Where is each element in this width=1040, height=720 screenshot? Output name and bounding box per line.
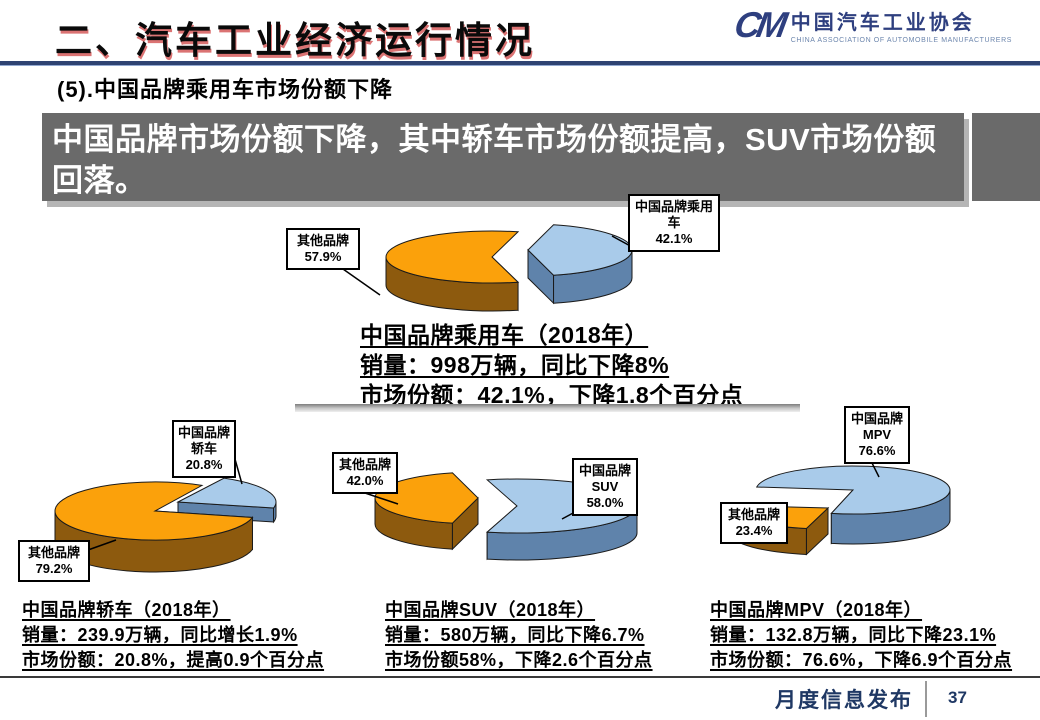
chart-stat-line: 销量：998万辆，同比下降8% — [360, 352, 670, 378]
slice-percent: 42.0% — [346, 473, 384, 488]
slice-callout-mpv-1: 其他品牌 23.4% — [720, 502, 788, 544]
chart-caption-sedan: 中国品牌轿车（2018年） 销量：239.9万辆，同比增长1.9% 市场份额：20.… — [22, 598, 324, 673]
slice-label: 中国品牌MPV — [850, 411, 903, 442]
leader-line — [87, 539, 117, 551]
pie-slice-passenger-0 — [527, 224, 633, 305]
slice-callout-suv-0: 中国品牌SUV 58.0% — [572, 458, 638, 516]
slice-callout-mpv-0: 中国品牌MPV 76.6% — [844, 406, 910, 464]
pie-slice-suv-1 — [374, 472, 479, 551]
chart-stat-line: 市场份额58%，下降2.6个百分点 — [385, 650, 653, 670]
chart-caption-mpv: 中国品牌MPV（2018年） 销量：132.8万辆，同比下降23.1% 市场份额：7… — [710, 598, 1012, 673]
key-message-banner: 中国品牌市场份额下降，其中轿车市场份额提高，SUV市场份额回落。 — [42, 113, 964, 201]
chart-title: 中国品牌SUV（2018年） — [385, 600, 596, 620]
page-title: 二、汽车工业经济运行情况 — [55, 20, 535, 61]
banner-right-fragment — [972, 113, 1040, 201]
chart-stat-line: 市场份额：76.6%，下降6.9个百分点 — [710, 650, 1013, 670]
chart-caption-passenger: 中国品牌乘用车（2018年） 销量：998万辆，同比下降8% 市场份额：42.1%，… — [360, 320, 743, 410]
logo-name-en: CHINA ASSOCIATION OF AUTOMOBILE MANUFACT… — [790, 37, 1012, 44]
pie-slice-sedan-1 — [54, 481, 254, 573]
slice-label: 中国品牌轿车 — [177, 425, 230, 456]
slide-subtitle: (5).中国品牌乘用车市场份额下降 — [57, 77, 394, 102]
slice-label: 其他品牌 — [296, 233, 349, 248]
chart-stat-line: 销量：580万辆，同比下降6.7% — [385, 625, 645, 645]
organization-logo: CM 中国汽车工业协会 CHINA ASSOCIATION OF AUTOMOB… — [731, 4, 1012, 45]
slice-label: 其他品牌 — [727, 507, 780, 522]
slice-percent: 57.9% — [304, 249, 342, 264]
slice-percent: 20.8% — [185, 457, 223, 472]
slice-label: 其他品牌 — [338, 457, 391, 472]
slice-label: 中国品牌SUV — [578, 463, 631, 494]
slice-label: 中国品牌乘用车 — [634, 199, 713, 230]
slice-callout-sedan-1: 其他品牌 79.2% — [18, 540, 90, 582]
pie-sedan — [54, 451, 277, 573]
pie-passenger — [332, 224, 635, 312]
slice-callout-sedan-0: 中国品牌轿车 20.8% — [172, 420, 236, 478]
chart-title: 中国品牌乘用车（2018年） — [360, 322, 649, 348]
footer-divider — [0, 676, 1040, 678]
embossed-divider-bar — [295, 404, 800, 412]
slice-callout-passenger-1: 其他品牌 57.9% — [286, 228, 360, 270]
chart-title: 中国品牌轿车（2018年） — [22, 600, 231, 620]
footer-vertical-divider — [925, 681, 927, 717]
leader-line — [361, 491, 399, 505]
slice-callout-suv-1: 其他品牌 42.0% — [332, 452, 398, 494]
slice-percent: 79.2% — [35, 561, 73, 576]
chart-stat-line: 市场份额：20.8%，提高0.9个百分点 — [22, 650, 325, 670]
slice-percent: 42.1% — [655, 231, 693, 246]
slice-percent: 23.4% — [735, 523, 773, 538]
chart-stat-line: 销量：239.9万辆，同比增长1.9% — [22, 625, 298, 645]
header-divider — [0, 61, 1040, 66]
chart-stat-line: 销量：132.8万辆，同比下降23.1% — [710, 625, 997, 645]
slice-callout-passenger-0: 中国品牌乘用车 42.1% — [628, 194, 720, 252]
slice-label: 其他品牌 — [27, 545, 80, 560]
page-number: 37 — [948, 688, 967, 707]
chart-stat-line: 市场份额：42.1%，下降1.8个百分点 — [360, 382, 744, 408]
chart-caption-suv: 中国品牌SUV（2018年） 销量：580万辆，同比下降6.7% 市场份额58%，下… — [385, 598, 653, 673]
pie-slice-passenger-1 — [385, 230, 520, 312]
slice-percent: 76.6% — [858, 443, 896, 458]
slice-percent: 58.0% — [586, 495, 624, 510]
logo-name-cn: 中国汽车工业协会 — [790, 12, 975, 34]
footer-label: 月度信息发布 — [775, 689, 913, 712]
chart-title: 中国品牌MPV（2018年） — [710, 600, 923, 620]
pie-slice-mpv-0 — [755, 465, 951, 545]
